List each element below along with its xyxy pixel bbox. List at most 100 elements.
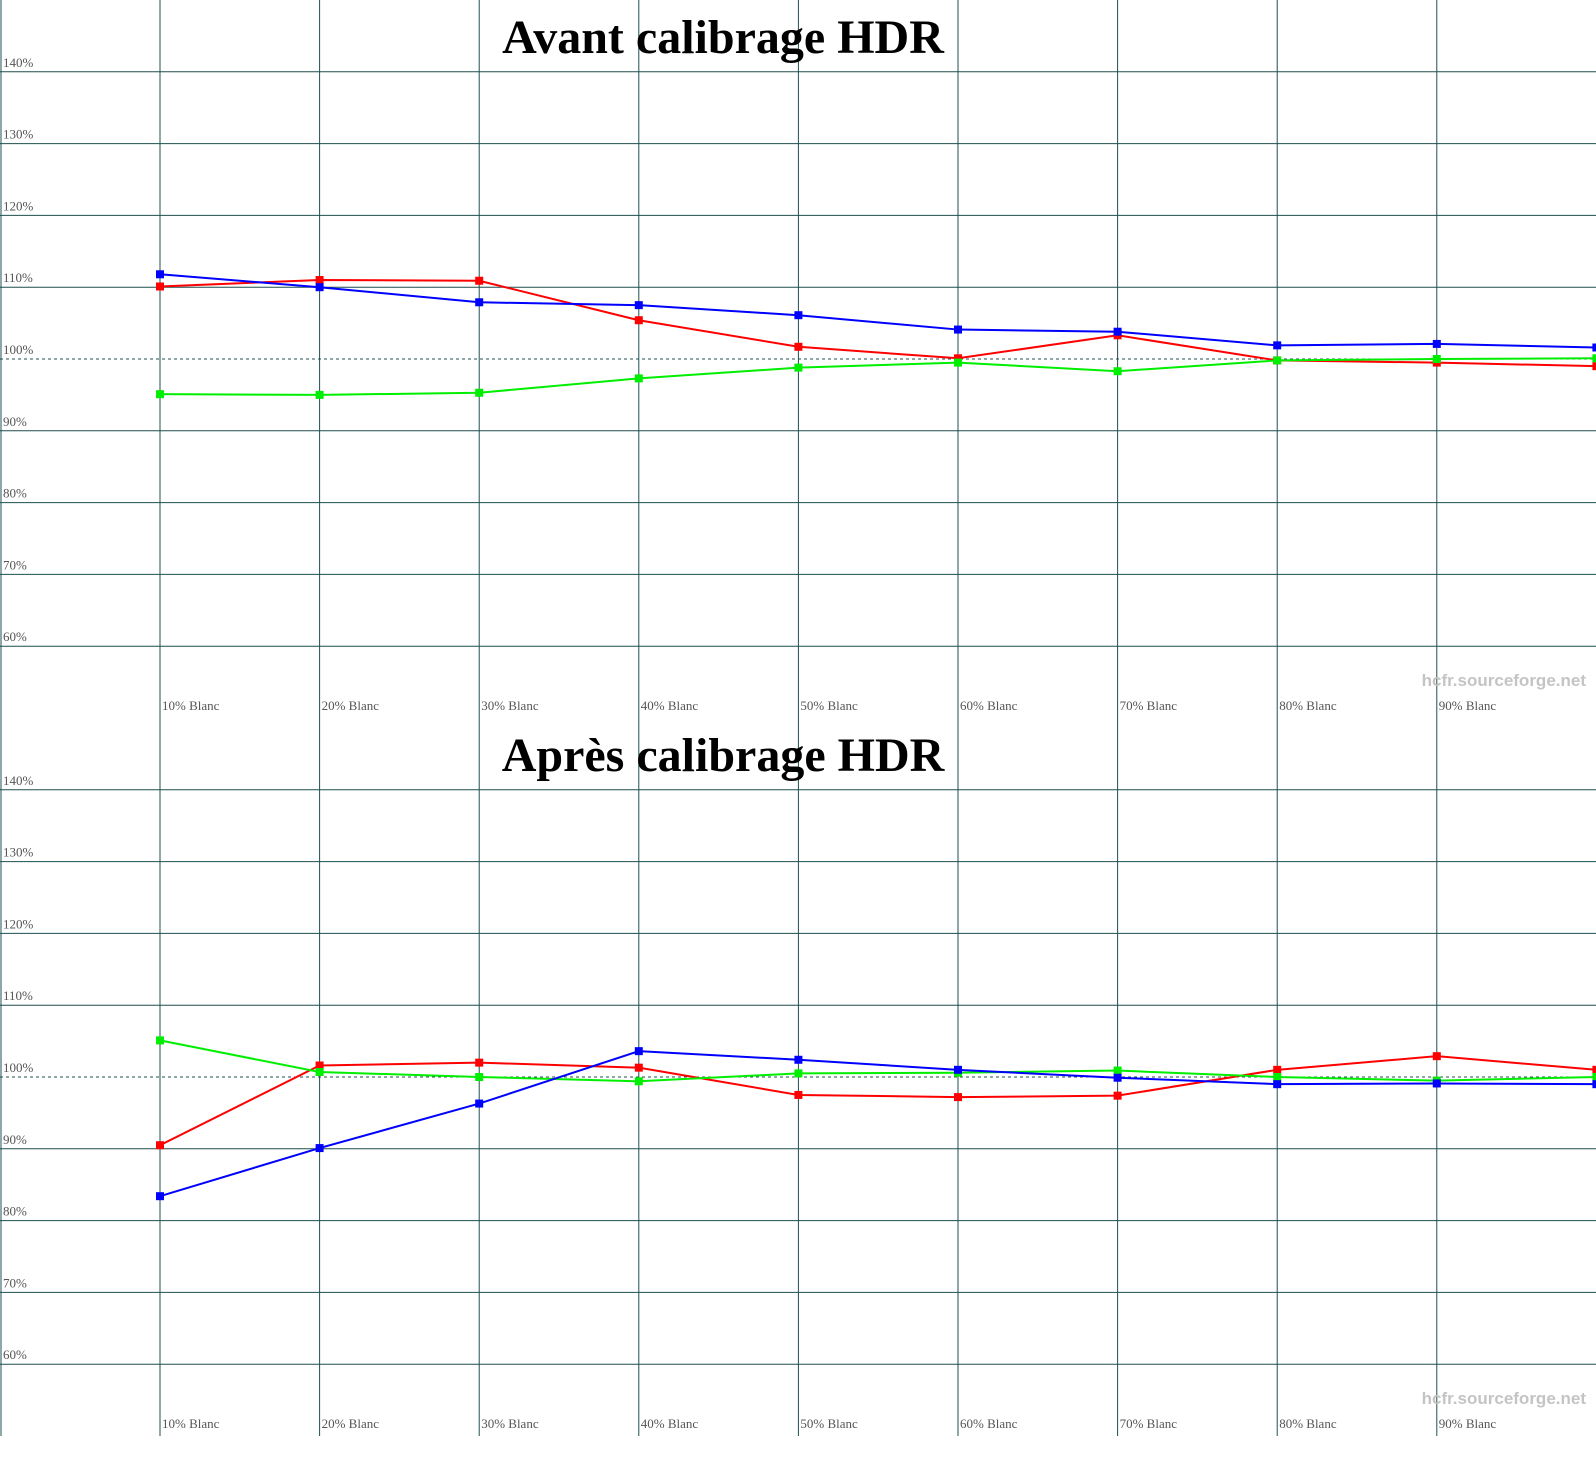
series-line-green bbox=[159, 357, 1596, 396]
watermark: hcfr.sourceforge.net bbox=[1422, 671, 1587, 690]
data-point-blue bbox=[1273, 1080, 1282, 1089]
data-point-blue bbox=[1432, 1079, 1441, 1088]
y-tick-label: 60% bbox=[3, 1347, 27, 1362]
x-tick-label: 80% Blanc bbox=[1279, 698, 1337, 713]
data-point-red bbox=[1113, 1091, 1122, 1100]
data-point-green bbox=[475, 388, 484, 397]
series-green bbox=[156, 354, 1596, 399]
data-point-green bbox=[156, 1036, 164, 1045]
x-tick-label: 10% Blanc bbox=[162, 1416, 220, 1431]
y-tick-label: 70% bbox=[3, 1275, 27, 1290]
data-point-green bbox=[1592, 1073, 1596, 1081]
x-tick-labels: 10% Blanc 20% Blanc 30% Blanc 40% Blanc 50% … bbox=[162, 1416, 1496, 1431]
data-point-blue bbox=[1113, 327, 1122, 336]
x-tick-label: 10% Blanc bbox=[162, 698, 220, 713]
data-point-blue bbox=[794, 1055, 803, 1064]
data-point-red bbox=[475, 276, 484, 285]
series-line-blue bbox=[159, 273, 1596, 349]
y-tick-label: 140% bbox=[3, 55, 34, 70]
x-tick-label: 80% Blanc bbox=[1279, 1416, 1337, 1431]
data-point-blue bbox=[1432, 339, 1441, 348]
series-layer bbox=[156, 1036, 1596, 1201]
x-tick-label: 30% Blanc bbox=[481, 698, 539, 713]
x-tick-label: 20% Blanc bbox=[322, 698, 380, 713]
x-tick-label: 20% Blanc bbox=[322, 1416, 380, 1431]
y-tick-label: 80% bbox=[3, 1204, 27, 1219]
x-tick-label: 40% Blanc bbox=[641, 698, 699, 713]
data-point-red bbox=[315, 276, 324, 285]
data-point-red bbox=[156, 282, 164, 291]
data-point-blue bbox=[315, 1144, 324, 1153]
series-blue bbox=[156, 270, 1596, 352]
data-point-blue bbox=[156, 1192, 164, 1201]
data-point-green bbox=[1113, 1066, 1122, 1075]
data-point-blue bbox=[1592, 1080, 1596, 1089]
series-line-blue bbox=[159, 1050, 1596, 1198]
x-tick-labels: 10% Blanc 20% Blanc 30% Blanc 40% Blanc 50% … bbox=[162, 698, 1496, 713]
x-tick-label: 60% Blanc bbox=[960, 1416, 1018, 1431]
y-tick-label: 80% bbox=[3, 486, 27, 501]
data-point-blue bbox=[475, 1099, 484, 1108]
y-tick-label: 100% bbox=[3, 342, 34, 357]
data-point-blue bbox=[954, 1065, 962, 1074]
data-point-blue bbox=[954, 325, 962, 334]
y-tick-label: 60% bbox=[3, 629, 27, 644]
data-point-blue bbox=[634, 1047, 643, 1056]
data-point-blue bbox=[794, 311, 803, 320]
data-point-green bbox=[1273, 1073, 1282, 1081]
data-point-green bbox=[634, 374, 643, 383]
data-point-green bbox=[315, 1067, 324, 1076]
series-line-green bbox=[159, 1039, 1596, 1083]
x-tick-label: 70% Blanc bbox=[1120, 1416, 1178, 1431]
series-blue bbox=[156, 1047, 1596, 1201]
x-tick-label: 50% Blanc bbox=[800, 1416, 858, 1431]
x-tick-label: 50% Blanc bbox=[800, 698, 858, 713]
data-point-red bbox=[156, 1141, 164, 1150]
y-tick-labels: 60% 70% 80% 90% 100% 110% 120% 130% 140% bbox=[3, 55, 34, 644]
data-point-blue bbox=[475, 298, 484, 307]
y-tick-label: 90% bbox=[3, 414, 27, 429]
data-point-red bbox=[1592, 1065, 1596, 1074]
chart-title: Après calibrage HDR bbox=[502, 729, 946, 782]
data-point-red bbox=[1273, 1065, 1282, 1074]
data-point-green bbox=[634, 1077, 643, 1086]
y-tick-labels: 60% 70% 80% 90% 100% 110% 120% 130% 140% bbox=[3, 773, 34, 1362]
y-tick-label: 130% bbox=[3, 127, 34, 142]
data-point-red bbox=[954, 354, 962, 363]
x-tick-label: 90% Blanc bbox=[1439, 1416, 1497, 1431]
data-point-green bbox=[1592, 354, 1596, 363]
y-tick-label: 70% bbox=[3, 557, 27, 572]
data-point-green bbox=[794, 1069, 803, 1078]
y-tick-label: 120% bbox=[3, 916, 34, 931]
data-point-red bbox=[634, 316, 643, 325]
data-point-green bbox=[954, 358, 962, 367]
data-point-red bbox=[315, 1061, 324, 1070]
y-tick-label: 100% bbox=[3, 1060, 34, 1075]
data-point-red bbox=[475, 1058, 484, 1067]
data-point-blue bbox=[1113, 1073, 1122, 1082]
chart-title: Avant calibrage HDR bbox=[502, 11, 945, 64]
y-tick-label: 120% bbox=[3, 198, 34, 213]
data-point-red bbox=[1432, 1052, 1441, 1061]
data-point-red bbox=[794, 1090, 803, 1099]
data-point-green bbox=[156, 390, 164, 399]
data-point-blue bbox=[315, 283, 324, 292]
data-point-red bbox=[954, 1093, 962, 1102]
series-layer bbox=[156, 270, 1596, 399]
data-point-green bbox=[794, 363, 803, 372]
chart-svg: 60% 70% 80% 90% 100% 110% 120% 130% 140% 10% Bla… bbox=[0, 0, 1596, 718]
data-point-red bbox=[634, 1063, 643, 1072]
x-tick-label: 40% Blanc bbox=[641, 1416, 699, 1431]
x-tick-label: 60% Blanc bbox=[960, 698, 1018, 713]
series-line-red bbox=[159, 1055, 1596, 1147]
data-point-red bbox=[1592, 362, 1596, 371]
y-tick-label: 110% bbox=[3, 270, 33, 285]
x-tick-label: 90% Blanc bbox=[1439, 698, 1497, 713]
series-line-red bbox=[159, 279, 1596, 368]
grid bbox=[0, 0, 1596, 718]
chart-svg: 60% 70% 80% 90% 100% 110% 120% 130% 140% 10% Bla… bbox=[0, 718, 1596, 1436]
y-tick-label: 110% bbox=[3, 988, 33, 1003]
chart-avant-calibrage: 60% 70% 80% 90% 100% 110% 120% 130% 140% 10% Bla… bbox=[0, 0, 1596, 718]
data-point-blue bbox=[634, 301, 643, 310]
x-tick-label: 70% Blanc bbox=[1120, 698, 1178, 713]
